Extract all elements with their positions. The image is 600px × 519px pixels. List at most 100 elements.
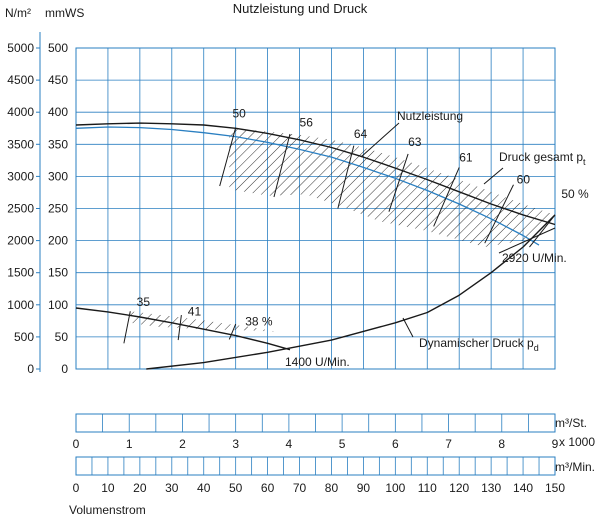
y-right-tick-label: 0: [61, 362, 68, 376]
annotation-2920: 2920 U/Min.: [502, 251, 567, 265]
flow-min-tick-label: 0: [73, 481, 80, 495]
iso-line-8: [177, 315, 182, 341]
efficiency-label: 41: [188, 305, 202, 319]
flow-st-tick-label: 6: [392, 437, 399, 451]
y-left-tick-label: 1500: [7, 266, 34, 280]
series-line-3: [146, 214, 556, 370]
y-right-tick-label: 450: [48, 73, 68, 87]
chart-title: Nutzleistung und Druck: [233, 1, 368, 16]
y-right-tick-label: 400: [48, 105, 68, 119]
flow-multiplier: x 1000: [559, 435, 595, 449]
leader-nutzleistung: [360, 122, 400, 158]
efficiency-label: 64: [354, 127, 368, 141]
x-axis-label: Volumenstrom: [69, 503, 146, 517]
flow-min-tick-label: 140: [513, 481, 533, 495]
flow-min-tick-label: 70: [293, 481, 307, 495]
y-right-tick-label: 300: [48, 169, 68, 183]
y-unit-nm2: N/m²: [5, 6, 31, 20]
flow-st-tick-label: 4: [286, 437, 293, 451]
flow-min-tick-label: 90: [357, 481, 371, 495]
flow-min-tick-label: 100: [385, 481, 405, 495]
y-left-tick-label: 2000: [7, 234, 34, 248]
flow-unit-min: m³/Min.: [555, 460, 595, 474]
efficiency-label: 56: [300, 115, 314, 129]
iso-line-9: [228, 323, 237, 340]
flow-scale-m3-per-hour: 0 1 2 3 4 5 6 7 8 9: [73, 413, 559, 451]
flow-st-tick-label: 2: [179, 437, 186, 451]
y-right-tick-label: 250: [48, 202, 68, 216]
efficiency-hatch-areas: [130, 127, 556, 332]
efficiency-label: 50 %: [561, 187, 589, 201]
flow-scale-m3-per-min: 0 10 20 30 40 50 60 70 80 90 100 110 120 130 140 150: [73, 456, 565, 495]
efficiency-labels: 50 56 64 63 61 60 50 % 35 41 38 %: [137, 106, 589, 328]
y-left-tick-label: 4000: [7, 105, 34, 119]
flow-min-tick-label: 30: [165, 481, 179, 495]
leader-2920: [498, 227, 556, 254]
flow-min-tick-label: 120: [449, 481, 469, 495]
annotation-dyn-text: Dynamischer Druck p: [419, 336, 534, 350]
annotation-1400: 1400 U/Min.: [285, 355, 350, 369]
efficiency-iso-lines: [123, 127, 556, 344]
iso-line-0: [219, 127, 237, 187]
flow-st-tick-label: 9: [552, 437, 559, 451]
y-left-tick-label: 0: [27, 362, 34, 376]
flow-min-tick-label: 40: [197, 481, 211, 495]
y-right-tick-label: 100: [48, 298, 68, 312]
series-line-1: [75, 126, 540, 246]
efficiency-label: 60: [517, 172, 531, 186]
flow-st-tick-label: 3: [232, 437, 239, 451]
annotation-nutzleistung: Nutzleistung: [397, 109, 463, 123]
hatch-zone-1400: [130, 311, 278, 332]
annotation-druck-gesamt-text: Druck gesamt p: [499, 150, 583, 164]
y-right-tick-label: 150: [48, 266, 68, 280]
flow-min-tick-label: 130: [481, 481, 501, 495]
flow-min-tick-label: 20: [133, 481, 147, 495]
y-left-tick-label: 500: [14, 330, 34, 344]
iso-line-7: [123, 311, 131, 344]
annotation-druck-gesamt-sub: t: [583, 157, 586, 167]
y-left-tick-label: 5000: [7, 41, 34, 55]
iso-line-6: [529, 214, 556, 248]
flow-unit-st: m³/St.: [555, 416, 587, 430]
flow-st-tick-label: 5: [339, 437, 346, 451]
y-right-tick-label: 200: [48, 234, 68, 248]
flow-min-tick-label: 50: [229, 481, 243, 495]
y-right-tick-label: 500: [48, 41, 68, 55]
series-lines: [75, 122, 556, 370]
y-unit-mmws: mmWS: [45, 6, 84, 20]
flow-st-tick-label: 7: [445, 437, 452, 451]
series-line-0: [75, 122, 556, 226]
y-left-tick-label: 3000: [7, 169, 34, 183]
y-left-tick-label: 3500: [7, 137, 34, 151]
annotation-dyn-sub: d: [534, 343, 539, 353]
iso-line-5: [484, 184, 514, 244]
leader-druck-gesamt: [483, 167, 504, 185]
iso-line-4: [433, 167, 460, 227]
annotation-dynamischer-druck: Dynamischer Druck pd: [419, 336, 539, 353]
series-line-2: [75, 307, 291, 351]
y-right-tick-label: 350: [48, 137, 68, 151]
flow-st-tick-label: 0: [73, 437, 80, 451]
flow-st-tick-label: 1: [126, 437, 133, 451]
efficiency-label: 38 %: [245, 314, 273, 328]
efficiency-label: 35: [137, 295, 151, 309]
leader-dynamischer-druck: [402, 317, 414, 338]
efficiency-label: 61: [459, 151, 473, 165]
flow-st-tick-label: 8: [498, 437, 505, 451]
flow-min-tick-label: 60: [261, 481, 275, 495]
y-left-tick-label: 1000: [7, 298, 34, 312]
efficiency-label: 50: [232, 106, 246, 120]
flow-min-tick-label: 10: [101, 481, 115, 495]
efficiency-label: 63: [408, 135, 422, 149]
y-left-tick-label: 2500: [7, 202, 34, 216]
flow-min-tick-label: 150: [545, 481, 565, 495]
iso-line-3: [388, 153, 409, 212]
flow-min-tick-label: 80: [325, 481, 339, 495]
y-left-tick-label: 4500: [7, 73, 34, 87]
iso-line-2: [337, 145, 355, 209]
annotation-druck-gesamt: Druck gesamt pt: [499, 150, 586, 167]
flow-min-tick-label: 110: [418, 481, 437, 495]
